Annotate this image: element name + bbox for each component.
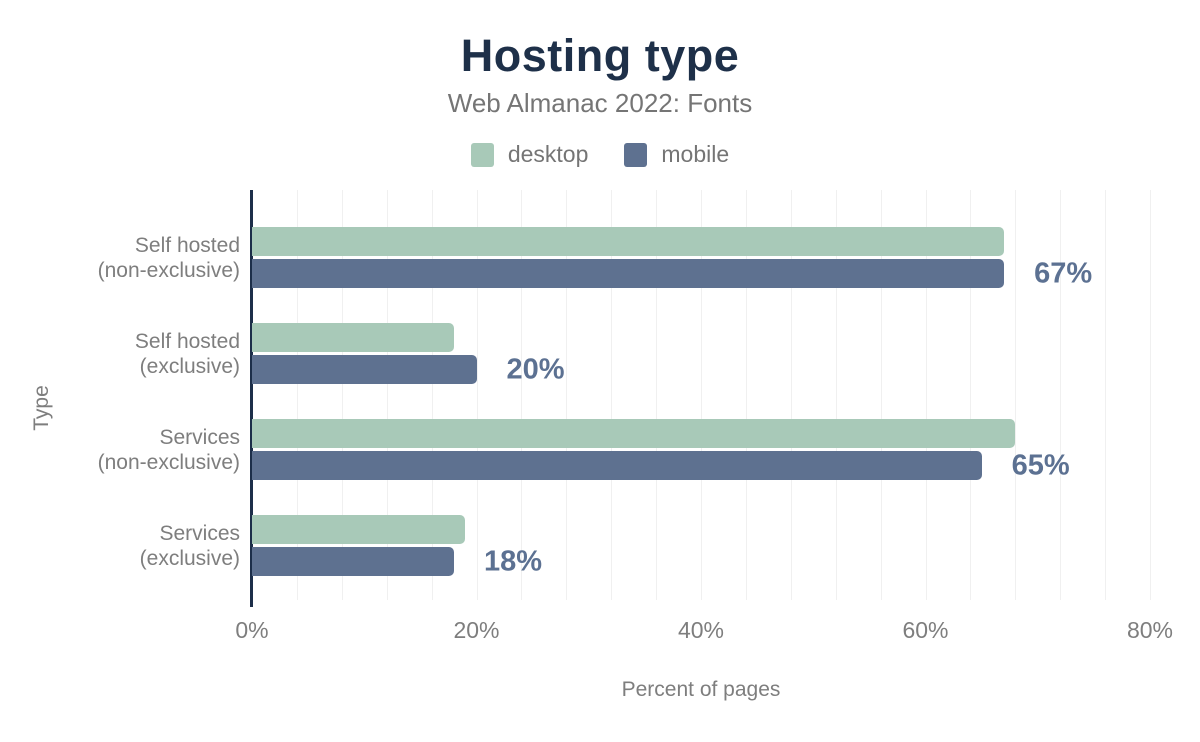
category-label-line: (exclusive)	[139, 354, 240, 378]
bar-desktop	[252, 227, 1005, 256]
category-label-line: Self hosted	[134, 233, 240, 257]
gridline	[970, 190, 972, 600]
gridline	[476, 190, 478, 600]
legend-item-mobile: mobile	[624, 141, 729, 168]
x-axis-title: Percent of pages	[621, 678, 781, 701]
gridline	[1150, 190, 1151, 600]
gridline	[835, 190, 837, 600]
gridline	[790, 190, 792, 600]
chart-subtitle: Web Almanac 2022: Fonts	[447, 88, 753, 118]
x-tick-label: 60%	[902, 617, 949, 643]
category-label-line: Services	[159, 425, 240, 449]
value-label: 65%	[1011, 449, 1070, 481]
chart-title: Hosting type	[460, 30, 740, 81]
legend-swatch-desktop	[470, 142, 494, 167]
x-tick-label: 40%	[677, 617, 725, 643]
category-label-line: (non-exclusive)	[97, 450, 240, 474]
x-tick-label: 80%	[1126, 617, 1174, 643]
legend-item-desktop: desktop	[470, 141, 589, 168]
x-tick-label: 20%	[453, 617, 500, 643]
category-label: Self hosted (non-exclusive)	[10, 233, 240, 283]
bar-mobile	[252, 547, 455, 576]
category-label: Services (non-exclusive)	[10, 425, 240, 475]
value-label: 20%	[506, 353, 565, 385]
gridline	[701, 190, 702, 600]
bar-mobile	[252, 451, 982, 480]
x-tick-label: 0%	[235, 617, 269, 643]
gridline	[656, 190, 658, 600]
bar-desktop	[252, 323, 455, 352]
gridline	[1060, 190, 1062, 600]
legend: desktop mobile	[0, 141, 1200, 168]
gridline	[296, 190, 298, 600]
gridline	[431, 190, 433, 600]
bar-desktop	[252, 515, 466, 544]
gridline	[566, 190, 568, 600]
category-label-line: (non-exclusive)	[97, 258, 240, 282]
value-label: 67%	[1034, 257, 1093, 289]
gridline	[611, 190, 613, 600]
legend-label-desktop: desktop	[507, 141, 589, 167]
y-axis-line	[250, 190, 253, 607]
gridline	[925, 190, 927, 600]
gridline	[880, 190, 882, 600]
value-label: 18%	[484, 545, 543, 577]
bar-desktop	[252, 419, 1016, 448]
bar-mobile	[252, 259, 1005, 288]
gridline	[341, 190, 343, 600]
gridline	[386, 190, 388, 600]
bar-mobile	[252, 355, 477, 384]
category-label-line: (exclusive)	[139, 546, 240, 570]
category-label-line: Services	[159, 521, 240, 545]
legend-label-mobile: mobile	[661, 141, 730, 167]
gridline	[521, 190, 523, 600]
gridline	[1015, 190, 1017, 600]
category-label: Services (exclusive)	[10, 521, 240, 571]
gridline	[745, 190, 747, 600]
gridline	[1105, 190, 1107, 600]
category-label: Self hosted (exclusive)	[10, 329, 240, 379]
category-label-line: Self hosted	[134, 329, 240, 353]
legend-swatch-mobile	[624, 142, 648, 167]
